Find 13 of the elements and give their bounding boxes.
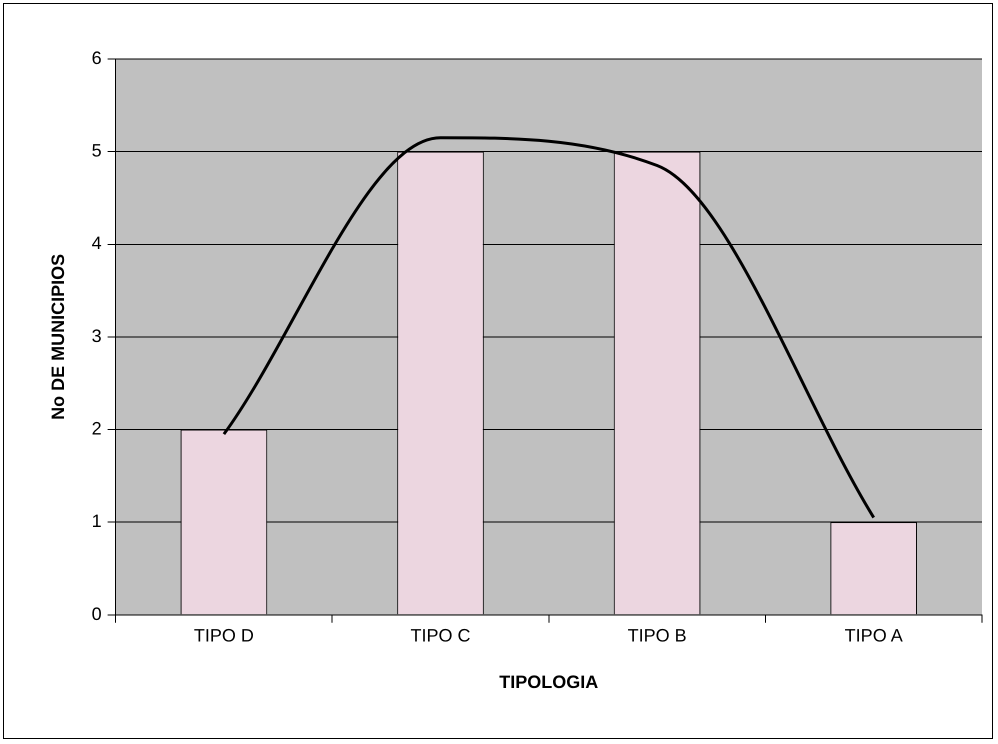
x-axis-title: TIPOLOGIA bbox=[499, 672, 598, 692]
x-tick-label: TIPO D bbox=[194, 626, 254, 646]
y-tick-label: 1 bbox=[92, 511, 102, 532]
x-tick-label: TIPO A bbox=[844, 626, 903, 646]
y-tick-label: 3 bbox=[92, 326, 102, 346]
y-tick-label: 0 bbox=[92, 604, 102, 624]
y-tick-label: 6 bbox=[92, 48, 102, 68]
y-tick-label: 5 bbox=[92, 140, 102, 161]
x-tick-label: TIPO B bbox=[628, 626, 687, 646]
y-tick-label: 2 bbox=[92, 418, 102, 438]
y-axis-title: No DE MUNICIPIOS bbox=[48, 254, 68, 420]
y-tick-label: 4 bbox=[92, 233, 102, 254]
x-tick-label: TIPO C bbox=[410, 626, 471, 646]
